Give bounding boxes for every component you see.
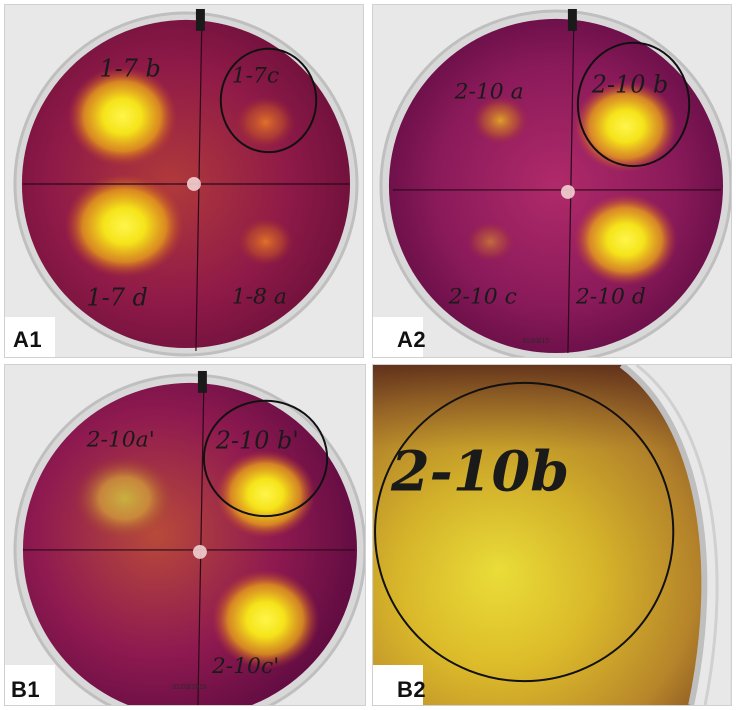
panel-label-a1: A1: [13, 327, 43, 352]
halo: [237, 217, 294, 266]
halo: [466, 221, 515, 262]
panel-a1: 1-7 b 1-7c 1-7 d 1-8 a A1: [4, 4, 364, 358]
halo: [64, 174, 184, 278]
halo: [67, 66, 178, 167]
halo: [74, 456, 175, 540]
marker-circle: [219, 47, 318, 154]
panel-label-b1: B1: [11, 677, 41, 702]
petri-dish-a2: 2-10 a 2-10 b 2-10 c 2-10 d 31/03/15: [373, 5, 731, 357]
halo: [235, 96, 296, 149]
panel-b2: 2-10b B2: [372, 364, 732, 706]
marker-circle: [202, 399, 329, 518]
sample-label: 2-10b: [390, 439, 569, 504]
sample-label: 2-10 b': [215, 427, 299, 455]
marker-circle: [374, 381, 675, 683]
date-label: 31/03/2015: [172, 684, 207, 691]
sample-label: 1-7 d: [87, 283, 148, 311]
sample-label: 2-10a': [86, 428, 155, 453]
sample-label: 1-8 a: [232, 284, 287, 309]
sample-label: 2-10 b: [591, 71, 668, 99]
date-label: 31/03/15: [522, 338, 549, 345]
sample-label: 1-7 b: [99, 55, 160, 83]
halo: [472, 96, 529, 145]
sample-label: 2-10c': [211, 654, 279, 679]
panel-a2: 2-10 a 2-10 b 2-10 c 2-10 d 31/03/15 A2: [372, 4, 732, 358]
marker-circle: [576, 41, 691, 168]
panel-label-b2: B2: [397, 677, 427, 702]
panel-b1: 2-10a' 2-10 b' 2-10c' 31/03/2015 B1: [4, 364, 366, 706]
petri-dish-b1: 2-10a' 2-10 b' 2-10c' 31/03/2015: [5, 365, 365, 705]
halo: [573, 193, 678, 286]
sample-label: 2-10 d: [575, 284, 646, 309]
sample-label: 1-7c: [232, 64, 279, 89]
halo: [211, 569, 320, 670]
halo: [573, 80, 678, 173]
panel-label-a2: A2: [397, 327, 427, 352]
halo: [215, 450, 316, 538]
sample-label: 2-10 c: [448, 284, 517, 309]
zoomed-halo-b2: 2-10b: [373, 365, 731, 705]
sample-label: 2-10 a: [454, 79, 524, 104]
petri-dish-a1: 1-7 b 1-7c 1-7 d 1-8 a: [5, 5, 363, 357]
